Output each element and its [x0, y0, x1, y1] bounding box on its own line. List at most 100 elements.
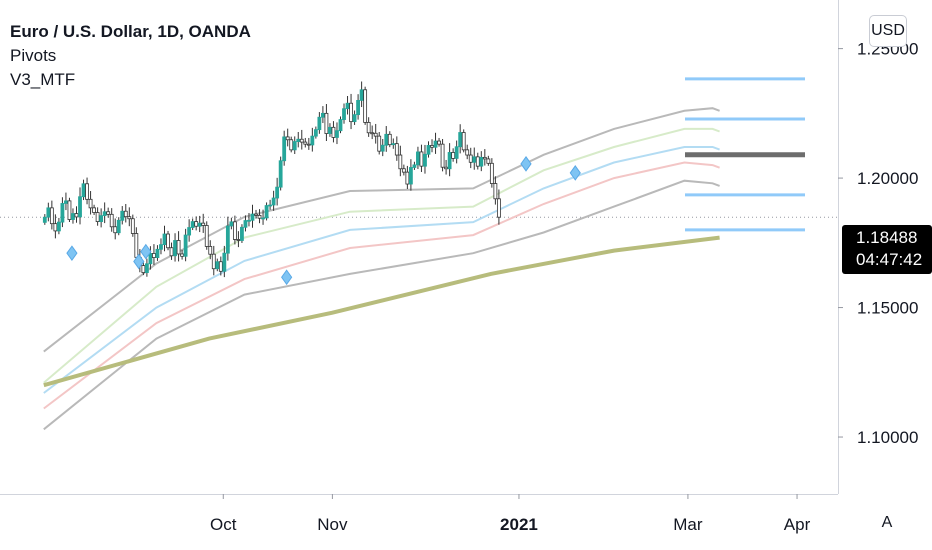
candle	[496, 189, 501, 225]
candle	[430, 139, 434, 153]
candle-body-up	[296, 138, 301, 142]
band-line	[43, 146, 720, 394]
auto-scale-button[interactable]: A	[881, 514, 893, 531]
candle	[416, 146, 420, 170]
candle	[373, 123, 378, 144]
candle	[113, 218, 118, 240]
candle-body-down	[475, 156, 480, 167]
candle-body-down	[169, 247, 174, 257]
signal-diamond-marker	[281, 269, 293, 286]
candle-body-up	[282, 136, 287, 162]
candle	[116, 217, 121, 236]
candle	[419, 144, 424, 172]
x-tick-label: Oct	[210, 515, 237, 534]
candle-body-down	[331, 126, 336, 138]
candle	[370, 125, 375, 140]
candle	[359, 81, 364, 108]
candle	[64, 192, 68, 211]
candle	[130, 214, 135, 237]
candle	[440, 138, 445, 172]
candle-body-up	[78, 196, 82, 218]
candle	[313, 126, 318, 139]
candle-body-up	[335, 130, 339, 138]
candle-body-up	[356, 100, 360, 116]
candle	[363, 86, 368, 125]
candle	[162, 225, 167, 252]
candle-body-up	[56, 221, 61, 232]
candle	[264, 202, 269, 221]
candle-body-up	[278, 160, 283, 188]
candle-body-down	[88, 198, 93, 209]
candle-body-down	[387, 133, 392, 146]
candle	[342, 103, 346, 124]
candle-body-down	[377, 135, 382, 152]
candle	[71, 208, 75, 224]
candle-body-down	[437, 140, 441, 145]
candle-body-up	[120, 210, 125, 221]
signal-diamond-marker	[520, 155, 532, 172]
indicator-pivots[interactable]: Pivots	[10, 46, 57, 65]
candle-body-down	[285, 136, 290, 141]
candle-body-up	[317, 116, 322, 131]
candle	[120, 206, 125, 225]
candle-body-up	[190, 221, 195, 228]
candle	[472, 147, 477, 170]
candle	[349, 93, 353, 130]
candle	[391, 138, 396, 149]
candle	[331, 121, 336, 143]
candle-body-down	[394, 143, 399, 156]
candle-body-up	[416, 151, 420, 166]
candle-body-down	[180, 253, 184, 257]
candle-body-up	[328, 126, 332, 134]
candle-body-up	[71, 213, 75, 220]
candle	[352, 110, 357, 125]
candle	[243, 215, 248, 232]
candle-body-down	[204, 225, 209, 247]
band-line	[43, 107, 720, 353]
candle	[317, 112, 322, 134]
candle	[254, 209, 258, 219]
candle	[99, 208, 104, 228]
candle-body-down	[232, 221, 237, 240]
candle-body-down	[306, 143, 311, 146]
indicator-v3-mtf[interactable]: V3_MTF	[10, 70, 76, 89]
candle-body-up	[162, 233, 167, 246]
candle	[141, 262, 146, 276]
x-tick-label: Mar	[673, 515, 703, 534]
candle	[489, 158, 494, 188]
candle-body-down	[134, 233, 139, 258]
candle-body-up	[408, 167, 413, 185]
candle-body-down	[401, 168, 406, 173]
candle	[49, 200, 54, 230]
candle	[257, 209, 262, 224]
currency-button[interactable]: USD	[869, 15, 907, 47]
candle-body-down	[141, 265, 146, 274]
candle-body-up	[433, 140, 438, 148]
candle-body-up	[261, 217, 265, 220]
candle	[169, 242, 174, 260]
candle-body-down	[398, 154, 403, 170]
candle	[493, 176, 498, 205]
candle-body-up	[243, 220, 248, 228]
candle-body-up	[81, 183, 86, 198]
candle-body-up	[64, 200, 68, 204]
candle	[454, 140, 459, 164]
candle-body-up	[183, 234, 188, 257]
symbol-title[interactable]: Euro / U.S. Dollar, 1D, OANDA	[10, 22, 251, 41]
x-tick-label: Apr	[784, 515, 811, 534]
candle	[42, 214, 47, 225]
candle	[447, 143, 452, 177]
candle	[412, 161, 417, 170]
candle-body-down	[373, 132, 378, 137]
candle-body-up	[342, 108, 346, 120]
candle-body-up	[148, 253, 153, 265]
candle-body-up	[423, 153, 427, 167]
candle-body-down	[289, 139, 294, 151]
y-tick-label: 1.15000	[857, 299, 918, 318]
candle-body-up	[384, 133, 389, 146]
candle	[306, 137, 311, 150]
candle	[468, 147, 473, 169]
candle-body-down	[201, 222, 206, 226]
candle	[215, 258, 220, 272]
